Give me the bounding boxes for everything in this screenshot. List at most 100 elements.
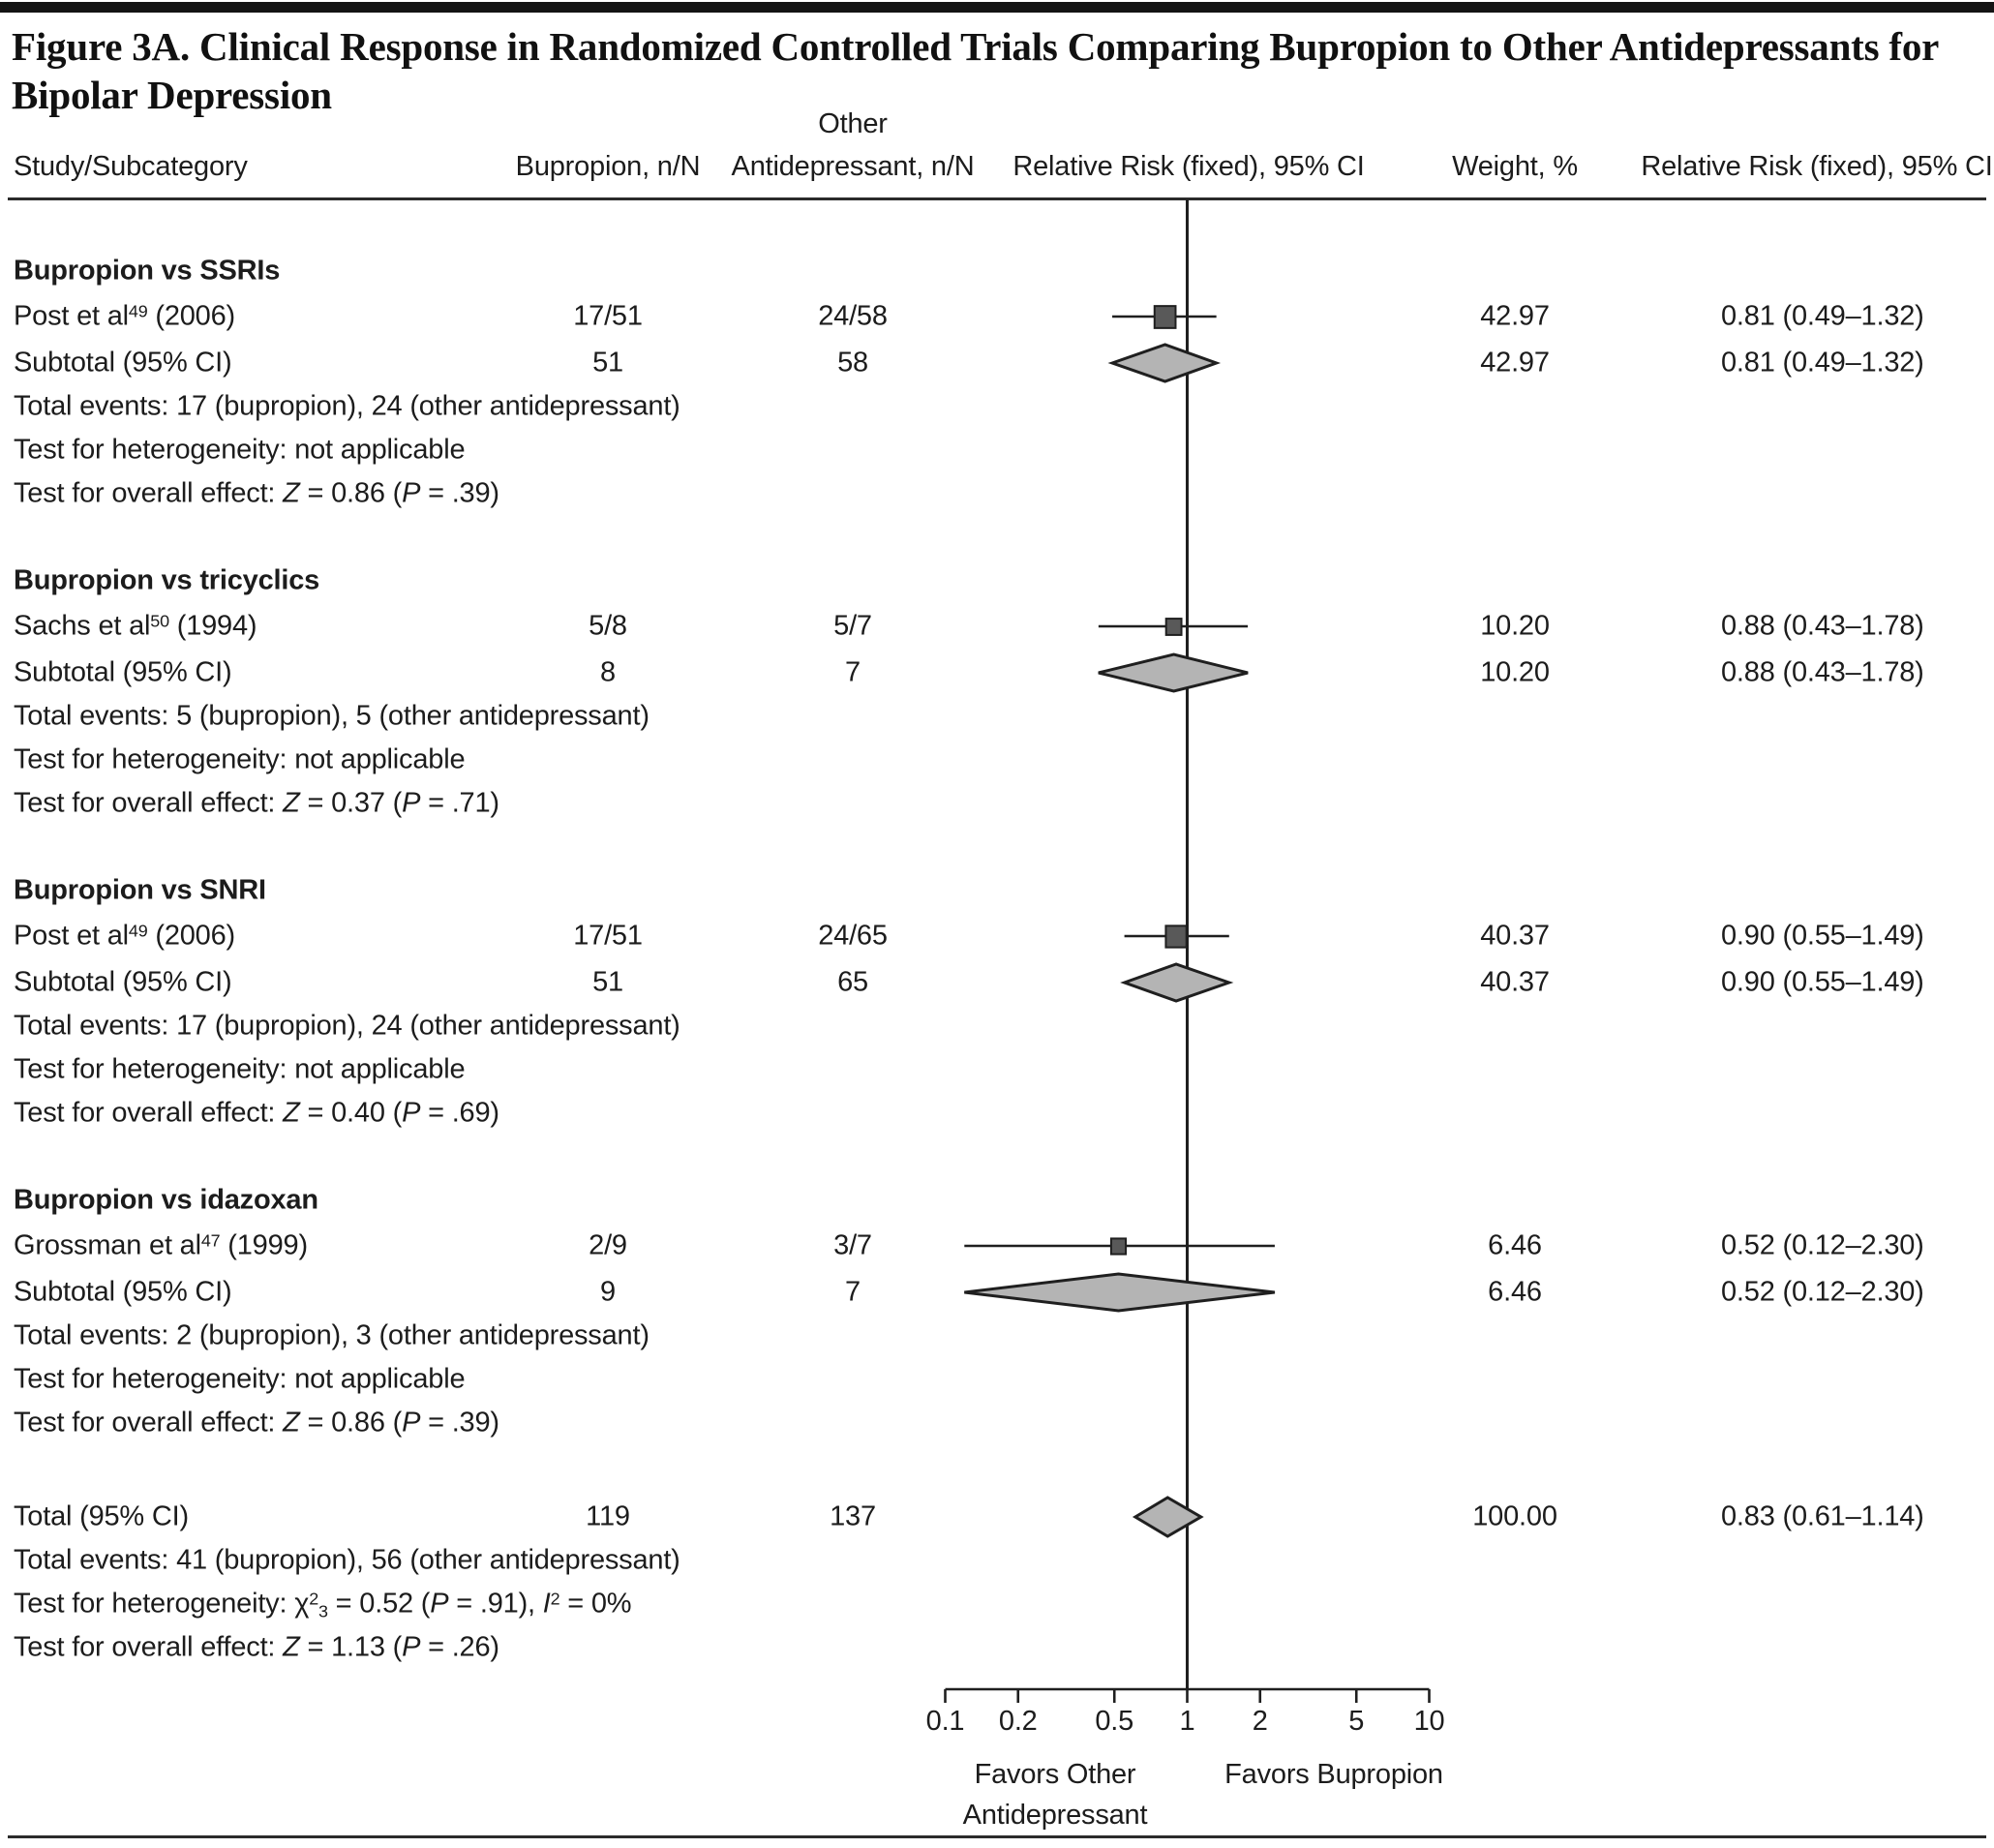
rr-ci-text: 0.83 (0.61–1.14) <box>1721 1500 1924 1532</box>
weight-value: 40.37 <box>1480 966 1550 998</box>
note-row: Total events: 17 (bupropion), 24 (other … <box>0 384 1994 429</box>
section-heading: Bupropion vs SSRIs <box>0 249 1994 293</box>
favors-right-label: Favors Bupropion <box>1224 1759 1443 1790</box>
text-token: = .39) <box>420 477 499 509</box>
text-token: P <box>430 1588 449 1620</box>
text-token: Test for heterogeneity: not applicable <box>14 434 466 466</box>
other-nN: 7 <box>845 1276 861 1308</box>
column-header-other-line2: Antidepressant, n/N <box>731 151 975 182</box>
text-token: Test for overall effect: <box>14 1631 284 1663</box>
text-token: 50 <box>150 611 169 631</box>
text-token: Post et al <box>14 300 129 332</box>
study-marker <box>1164 618 1183 636</box>
text-token: P <box>402 1407 421 1439</box>
total-diamond <box>1132 1496 1204 1538</box>
study-label: Subtotal (95% CI) <box>14 348 232 379</box>
weight-value: 6.46 <box>1488 1229 1542 1261</box>
text-token: = .71) <box>420 787 499 819</box>
note-row: Test for overall effect: Z = 0.86 (P = .… <box>0 1401 1994 1445</box>
text-token: χ <box>294 1588 310 1620</box>
note-text: Total events: 2 (bupropion), 3 (other an… <box>14 1320 650 1352</box>
bupropion-nN: 51 <box>592 966 623 998</box>
text-token: (1994) <box>168 610 257 642</box>
text-token: Subtotal (95% CI) <box>14 656 232 688</box>
column-header-weight: Weight, % <box>1452 151 1578 182</box>
note-text: Test for heterogeneity: not applicable <box>14 1053 466 1086</box>
subtotal-diamond <box>1120 962 1234 1003</box>
weight-value: 100.00 <box>1472 1500 1557 1532</box>
text-token: Total events: 5 (bupropion), 5 (other an… <box>14 700 650 732</box>
text-token: 49 <box>128 301 148 321</box>
bupropion-nN: 5/8 <box>589 610 627 642</box>
study-row: Post et al49 (2006) 17/51 24/58 42.97 0.81 (… <box>0 294 1994 339</box>
text-token: Z <box>283 787 300 819</box>
text-token: Test for heterogeneity: not applicable <box>14 1363 466 1395</box>
figure-title-line1: Figure 3A. Clinical Response in Randomiz… <box>12 24 1940 69</box>
note-text: Total events: 41 (bupropion), 56 (other … <box>14 1545 680 1577</box>
total-row: Total (95% CI) 119 137 100.00 0.83 (0.61–1.1… <box>0 1495 1994 1539</box>
text-token: = 0.86 ( <box>299 1407 403 1439</box>
note-row: Test for overall effect: Z = 0.40 (P = .… <box>0 1091 1994 1136</box>
text-token: = .39) <box>420 1407 499 1439</box>
study-row: Grossman et al47 (1999) 2/9 3/7 6.46 0.52 (0… <box>0 1224 1994 1268</box>
text-token: P <box>402 1097 421 1129</box>
note-row: Test for heterogeneity: not applicable <box>0 738 1994 782</box>
other-nN: 137 <box>830 1500 876 1532</box>
text-token: Total events: 17 (bupropion), 24 (other … <box>14 1010 680 1042</box>
weight-value: 42.97 <box>1480 347 1550 379</box>
note-text: Total events: 17 (bupropion), 24 (other … <box>14 1011 680 1043</box>
note-row: Test for heterogeneity: χ23 = 0.52 (P = … <box>0 1582 1994 1626</box>
text-token: = .69) <box>420 1097 499 1129</box>
weight-value: 6.46 <box>1488 1276 1542 1308</box>
favors-left-label: Favors Other Antidepressant <box>963 1754 1148 1835</box>
bupropion-nN: 8 <box>600 656 616 688</box>
text-token: Post et al <box>14 920 129 952</box>
note-text: Test for heterogeneity: χ23 = 0.52 (P = … <box>14 1588 632 1621</box>
note-row: Test for heterogeneity: not applicable <box>0 1047 1994 1092</box>
text-token: Test for heterogeneity: not applicable <box>14 1053 466 1085</box>
text-token: I <box>542 1588 551 1620</box>
axis-tick-label: 10 <box>1413 1706 1445 1737</box>
section-heading: Bupropion vs SNRI <box>0 868 1994 913</box>
note-text: Test for overall effect: Z = 0.86 (P = .… <box>14 478 499 510</box>
study-marker <box>1153 305 1177 329</box>
other-nN: 58 <box>837 347 868 379</box>
axis-tick-label: 0.1 <box>925 1706 965 1737</box>
study-label: Post et al49 (2006) <box>14 921 235 953</box>
axis-tick-label: 0.5 <box>1095 1706 1134 1737</box>
subtotal-row: Subtotal (95% CI) 9 7 6.46 0.52 (0.12–2.30) <box>0 1270 1994 1315</box>
section-heading: Bupropion vs idazoxan <box>0 1178 1994 1223</box>
weight-value: 10.20 <box>1480 610 1550 642</box>
text-token: Test for heterogeneity: not applicable <box>14 743 466 775</box>
text-token: (1999) <box>220 1229 308 1261</box>
bottom-rule <box>8 1835 1986 1838</box>
text-token: Subtotal (95% CI) <box>14 966 232 998</box>
header-rule <box>8 197 1986 200</box>
column-header-study: Study/Subcategory <box>14 151 248 182</box>
study-label: Subtotal (95% CI) <box>14 967 232 999</box>
subtotal-diamond <box>1098 652 1249 693</box>
text-token: Z <box>283 477 300 509</box>
note-row: Test for overall effect: Z = 0.37 (P = .… <box>0 781 1994 826</box>
weight-value: 10.20 <box>1480 656 1550 688</box>
text-token: Z <box>283 1097 300 1129</box>
text-token: Subtotal (95% CI) <box>14 347 232 379</box>
note-row: Total events: 2 (bupropion), 3 (other an… <box>0 1314 1994 1358</box>
text-token: 2 <box>550 1589 560 1609</box>
figure-title-line2: Bipolar Depression <box>12 73 332 117</box>
section-heading: Bupropion vs tricyclics <box>0 559 1994 603</box>
text-token: P <box>402 787 421 819</box>
axis-tick-label: 0.2 <box>998 1706 1038 1737</box>
text-token: = .26) <box>420 1631 499 1663</box>
note-text: Test for overall effect: Z = 0.40 (P = .… <box>14 1098 499 1130</box>
text-token: Test for heterogeneity: <box>14 1588 295 1620</box>
section-heading-label: Bupropion vs idazoxan <box>14 1184 318 1216</box>
text-token: Subtotal (95% CI) <box>14 1276 232 1308</box>
note-text: Test for heterogeneity: not applicable <box>14 434 466 467</box>
text-token: (2006) <box>147 920 235 952</box>
note-text: Test for overall effect: Z = 0.37 (P = .… <box>14 788 499 820</box>
subtotal-row: Subtotal (95% CI) 51 58 42.97 0.81 (0.49–1.3… <box>0 341 1994 385</box>
axis-tick-label: 1 <box>1179 1706 1195 1737</box>
